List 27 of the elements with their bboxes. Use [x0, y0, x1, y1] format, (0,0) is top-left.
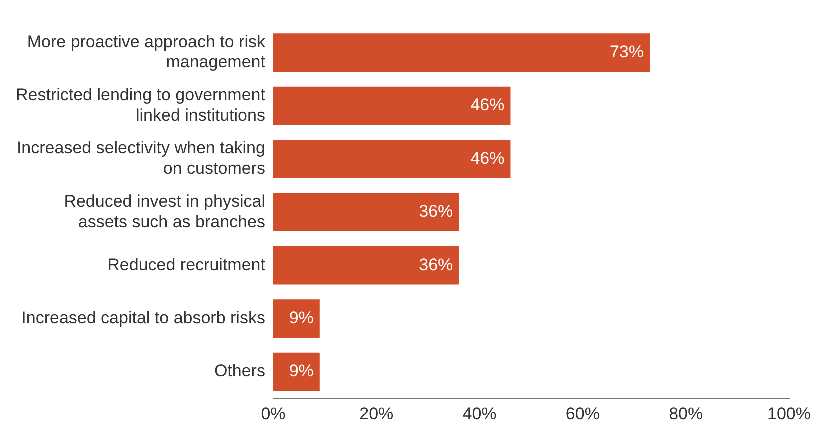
data-label: 36% [419, 202, 454, 222]
bar [273, 34, 650, 72]
y-tick-label: Reduced recruitment [108, 255, 266, 274]
y-tick-label: More proactive approach to risk management [27, 32, 266, 72]
x-tick-label: 100% [768, 404, 811, 424]
y-tick-label: Increased capital to absorb risks [22, 308, 266, 328]
data-label: 73% [610, 42, 644, 62]
data-label: 9% [289, 362, 314, 381]
data-label: 46% [470, 96, 505, 115]
y-tick-label: Reduced invest in physical assets such as branches [64, 192, 266, 232]
bar [273, 300, 320, 338]
bar [273, 246, 460, 285]
data-label: 36% [419, 255, 454, 274]
bar [273, 352, 320, 392]
y-tick-label: Others [214, 362, 266, 381]
x-tick-label: 0% [261, 404, 286, 424]
x-tick-label: 80% [669, 404, 704, 424]
y-tick-label: Restricted lending to government linked institutions [16, 85, 266, 125]
bar [273, 140, 511, 178]
data-label: 46% [470, 148, 505, 168]
x-tick-label: 40% [462, 404, 497, 424]
x-tick-label: 20% [360, 404, 394, 424]
bar [273, 86, 511, 126]
data-label: 9% [289, 308, 314, 328]
bar [273, 193, 460, 232]
y-tick-label: Increased selectivity when taking on customers [16, 138, 266, 178]
x-tick-label: 60% [566, 404, 600, 424]
